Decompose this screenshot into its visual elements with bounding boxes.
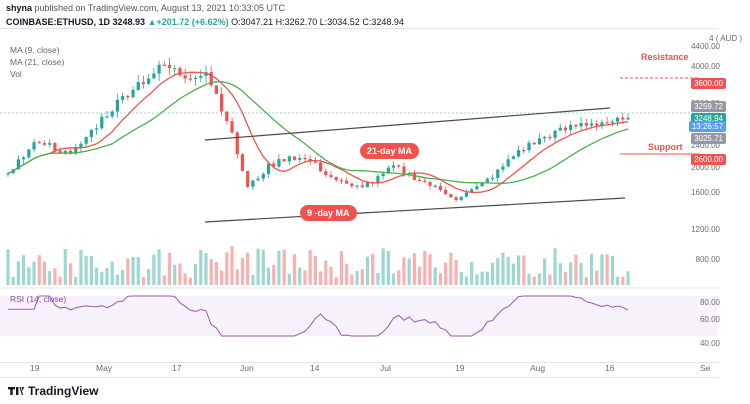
support-annotation: Support [648, 142, 683, 152]
price-change: +201.72 (+6.62%) [156, 17, 229, 27]
ma9-annotation: 9 -day MA [300, 205, 357, 221]
price-tick: 2000.00 [691, 163, 720, 172]
time-tick: Jun [240, 363, 254, 373]
change-arrow-icon: ▲ [147, 17, 157, 27]
publish-info: published on TradingView.com, August 13,… [32, 3, 286, 13]
price-tick: 4000.00 [691, 62, 720, 71]
ma21-line [7, 81, 629, 184]
rsi-tick: 60.00 [699, 315, 720, 324]
price-axis[interactable]: 4 ( AUD ) 4400.004000.003600.003200.0028… [686, 30, 750, 375]
lower-trendline [204, 197, 626, 223]
footer-divider [0, 377, 718, 378]
volume-series [6, 246, 630, 285]
time-axis[interactable]: 19 May 17 Jun 14 Jul 19 Aug 16 Se [0, 363, 718, 377]
time-tick: Se [700, 363, 711, 373]
lower-band-tag: 3025.71 [691, 133, 726, 144]
legend-ma21: MA (21, close) [10, 57, 65, 67]
symbol-quote-bar: COINBASE:ETHUSD, 1D 3248.93 ▲+201.72 (+6… [6, 17, 404, 27]
resistance-level-tag: 3600.00 [691, 78, 726, 89]
rsi-tick: 40.00 [699, 339, 720, 348]
xaxis-divider [0, 362, 718, 363]
brand-text: TradingView [28, 384, 99, 398]
open-value: 3047.21 [240, 17, 274, 27]
time-tick: 17 [172, 363, 182, 373]
countdown-tag: 13:26:57 [688, 121, 726, 132]
rsi-band [0, 296, 718, 336]
tradingview-brand: TradingView [8, 384, 98, 398]
upper-trendline [204, 107, 611, 141]
close-label: C: [362, 17, 372, 27]
upper-band-tag: 3259.72 [691, 101, 726, 112]
time-tick: Aug [530, 363, 546, 373]
publish-header: shyna published on TradingView.com, Augu… [6, 3, 285, 13]
price-tick: 800.00 [695, 255, 720, 264]
ma21-annotation: 21-day MA [360, 143, 420, 159]
rsi-tick: 80.00 [699, 298, 720, 307]
time-tick: 19 [455, 363, 465, 373]
price-chart-canvas[interactable] [0, 30, 718, 370]
price-tick: 4400.00 [691, 42, 720, 51]
price-tick: 2400.00 [691, 141, 720, 150]
low-label: L: [319, 17, 328, 27]
legend-ma9: MA (9, close) [10, 45, 60, 55]
price-tick: 1600.00 [691, 188, 720, 197]
last-price-tag: 3248.94 [691, 113, 726, 124]
price-tick: 1200.00 [691, 225, 720, 234]
high-value: 3262.70 [284, 17, 318, 27]
time-tick: Jul [380, 363, 391, 373]
author-name: shyna [6, 3, 33, 13]
time-tick: 14 [310, 363, 320, 373]
time-tick: 19 [30, 363, 40, 373]
legend-vol: Vol [10, 69, 22, 79]
axis-unit-label: 4 ( AUD ) [709, 34, 742, 43]
rsi-line [8, 295, 629, 337]
time-tick: May [96, 363, 113, 373]
ma9-line [7, 71, 629, 194]
time-tick: 16 [605, 363, 615, 373]
candlestick-series [6, 57, 630, 203]
header-divider [0, 28, 718, 29]
last-price: 3248.93 [112, 17, 146, 27]
close-value: 3248.94 [371, 17, 404, 27]
high-label: H: [275, 17, 285, 27]
low-value: 3034.52 [327, 17, 360, 27]
symbol-name: COINBASE:ETHUSD, 1D [6, 17, 111, 27]
resistance-annotation: Resistance [641, 52, 689, 62]
tradingview-logo-icon [8, 387, 24, 395]
open-label: O: [231, 17, 241, 27]
support-level-tag: 2600.00 [691, 154, 726, 165]
